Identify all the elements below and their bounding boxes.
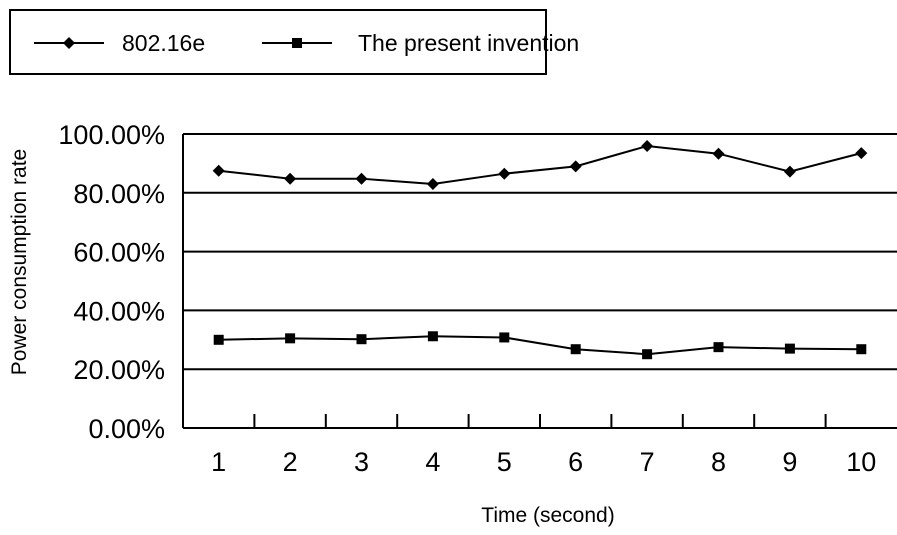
square-marker (713, 342, 724, 353)
y-tick-label: 0.00% (88, 414, 165, 444)
grid (183, 133, 897, 371)
legend: 802.16e The present invention (34, 30, 579, 56)
square-marker (285, 333, 296, 344)
x-tick-label: 7 (640, 447, 655, 477)
x-tick-labels: 1 2 3 4 5 6 7 8 9 10 (211, 447, 876, 477)
x-axis-title: Time (second) (481, 504, 614, 527)
diamond-marker (712, 147, 725, 160)
x-tick-label: 8 (711, 447, 726, 477)
legend-marker (292, 38, 302, 48)
x-tick-label: 9 (782, 447, 797, 477)
y-tick-label: 60.00% (73, 238, 165, 268)
x-tick-label: 4 (425, 447, 440, 477)
x-tick-label: 6 (568, 447, 583, 477)
series-line (218, 145, 862, 185)
x-tick-label: 5 (497, 447, 512, 477)
series-line (218, 335, 862, 356)
y-tick-label: 20.00% (73, 355, 165, 385)
square-marker (856, 344, 867, 355)
y-tick-label: 40.00% (73, 296, 165, 326)
square-marker (499, 332, 510, 343)
square-marker (356, 334, 367, 345)
square-marker (427, 331, 438, 342)
y-axis-title: Power consumption rate (8, 149, 31, 375)
x-tick-label: 2 (283, 447, 298, 477)
x-tick-label: 10 (846, 447, 876, 477)
y-tick-label: 100.00% (58, 120, 165, 150)
diamond-marker (212, 164, 225, 177)
series (212, 140, 868, 360)
diamond-marker (355, 172, 368, 185)
x-tick-label: 1 (211, 447, 226, 477)
diamond-marker (284, 172, 297, 185)
diamond-marker (855, 147, 868, 160)
square-marker (784, 343, 795, 354)
square-marker (570, 344, 581, 355)
square-marker (213, 334, 224, 345)
diamond-marker (783, 165, 796, 178)
series-1 (212, 140, 868, 190)
square-marker (642, 349, 653, 360)
x-tick-label: 3 (354, 447, 369, 477)
axes (182, 134, 897, 429)
series-2 (213, 331, 867, 360)
legend-marker (63, 37, 75, 49)
legend-label: 802.16e (122, 30, 205, 56)
diamond-marker (569, 160, 582, 173)
diamond-marker (641, 140, 654, 153)
y-tick-label: 80.00% (73, 179, 165, 209)
y-tick-labels: 0.00% 20.00% 40.00% 60.00% 80.00% 100.00% (58, 120, 165, 444)
diamond-marker (426, 177, 439, 190)
diamond-marker (498, 167, 511, 180)
legend-label: The present invention (358, 30, 579, 56)
